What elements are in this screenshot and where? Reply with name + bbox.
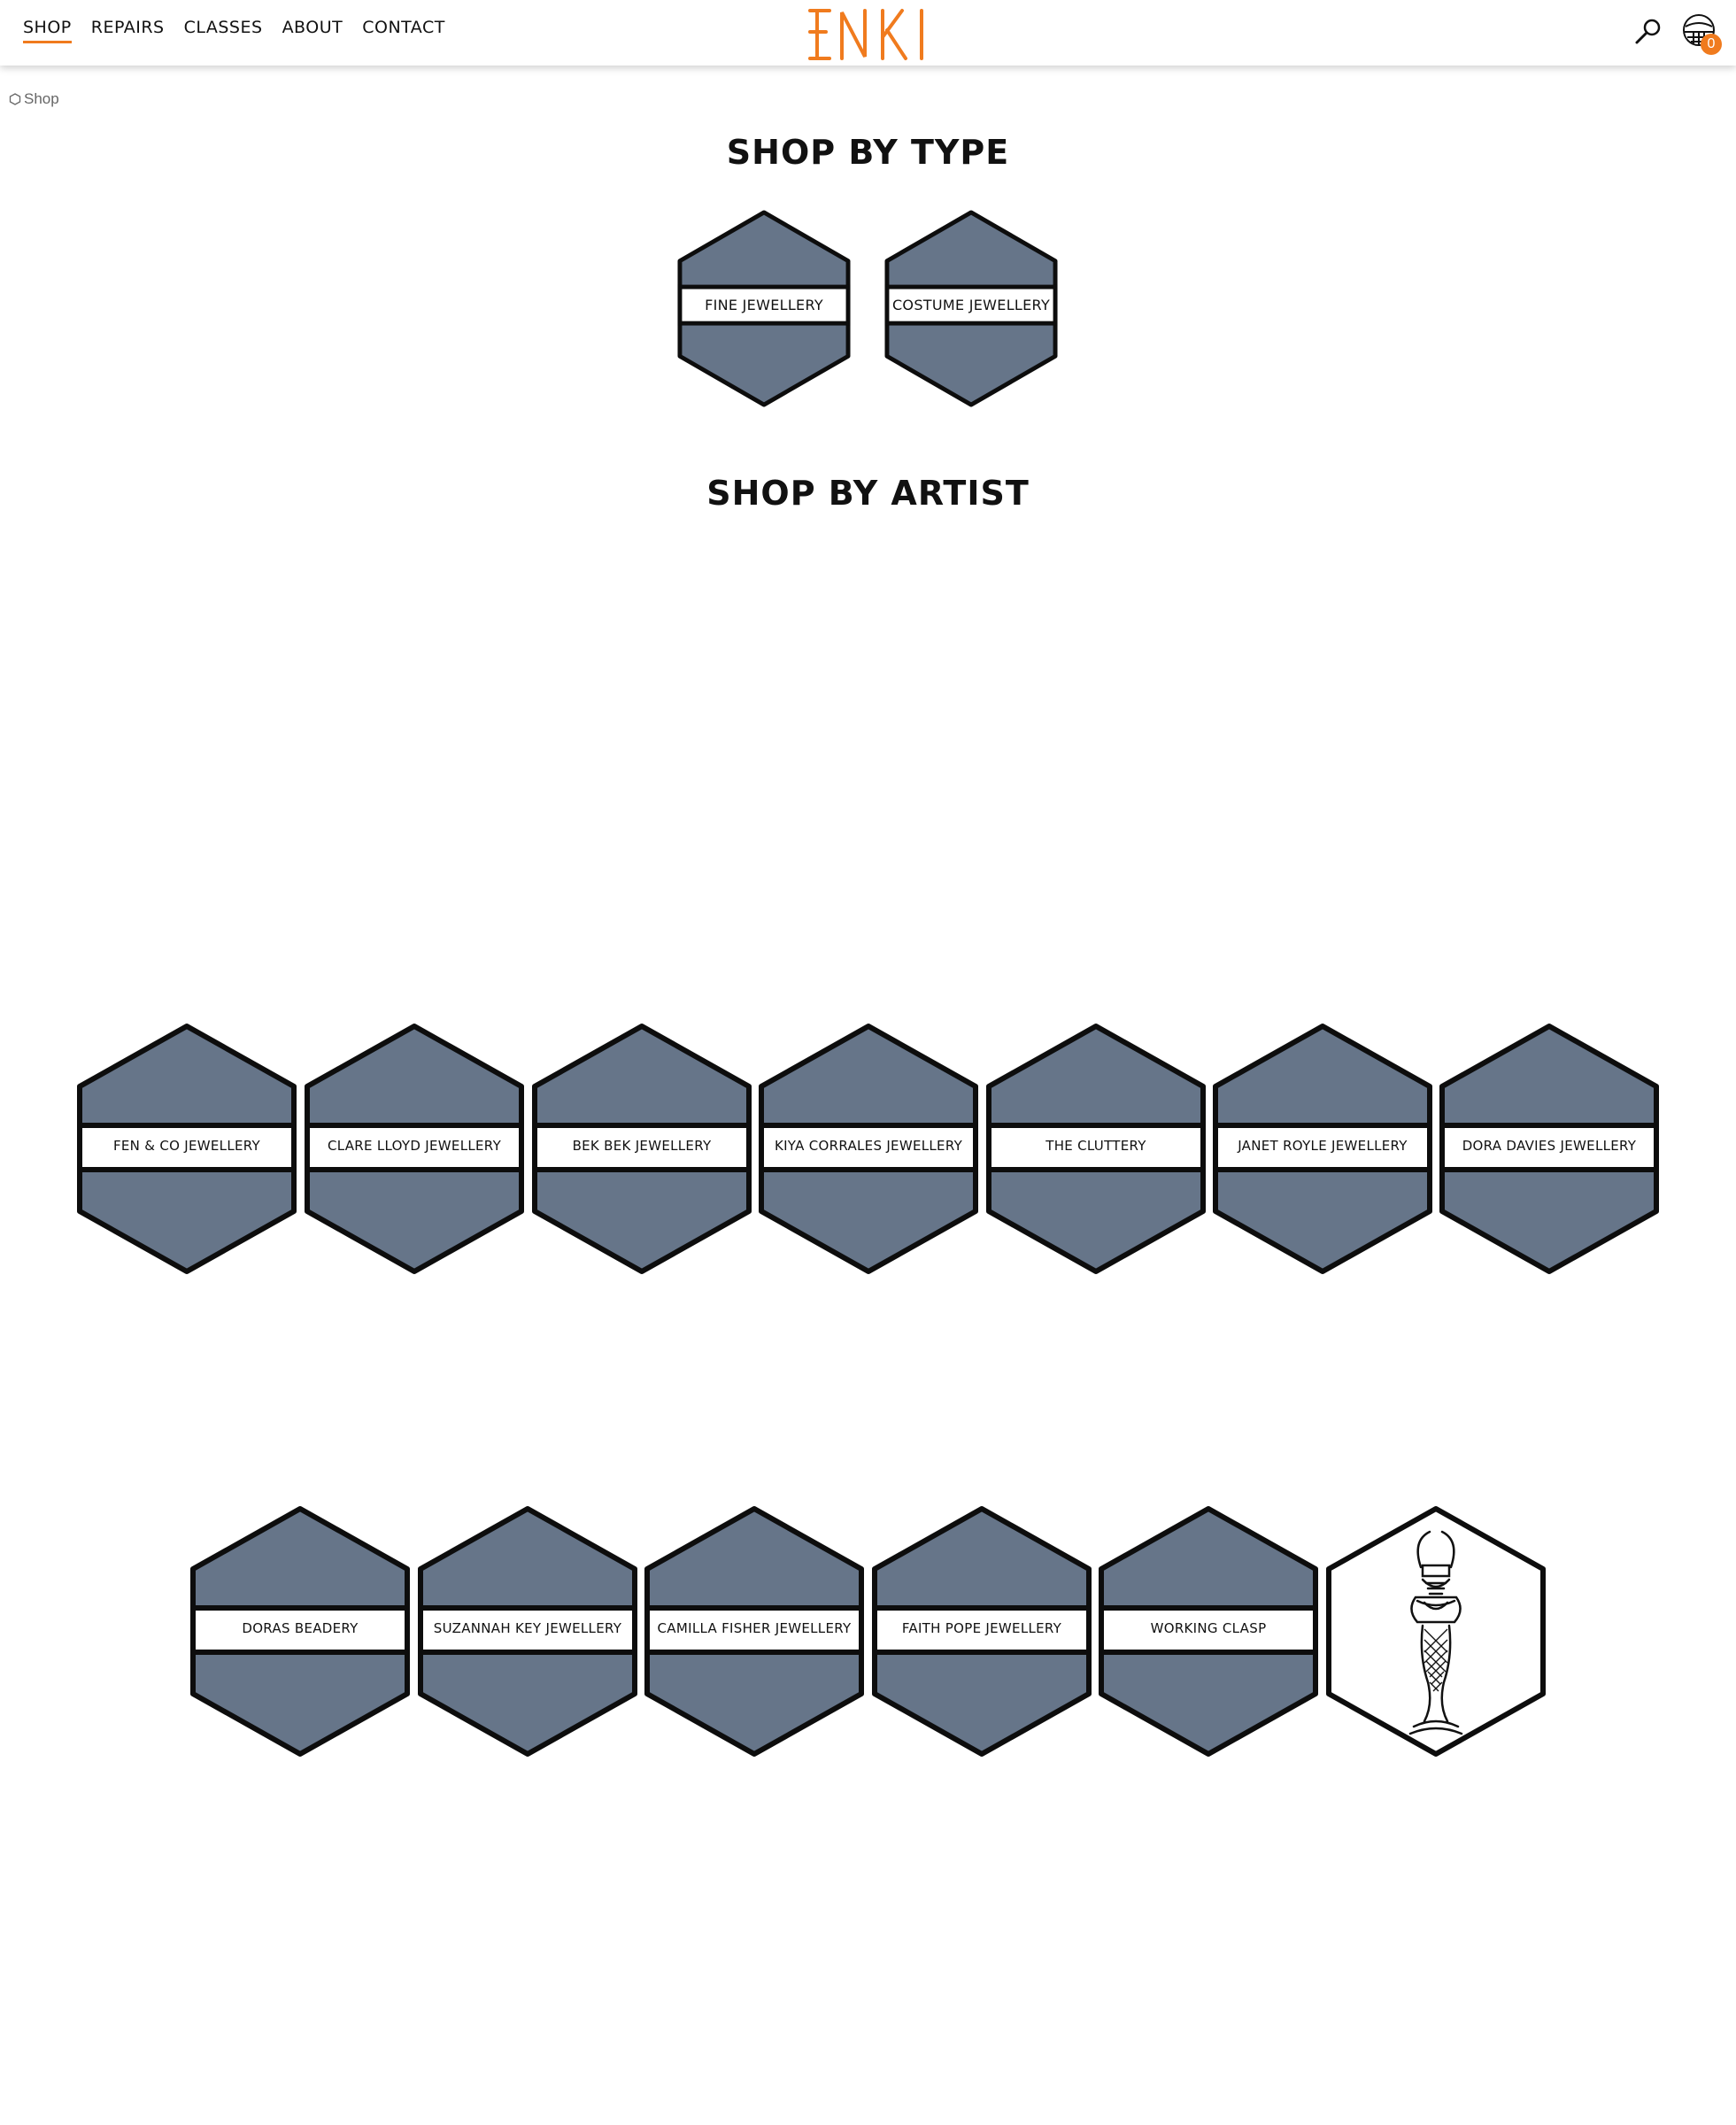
hexagon-tile-shape	[986, 1024, 1206, 1274]
artist-tile-label: CLARE LLOYD JEWELLERY	[327, 1138, 502, 1154]
nav-repairs[interactable]: REPAIRS	[90, 18, 165, 37]
hexagon-tile-shape	[884, 210, 1058, 407]
hexagon-tile-shape	[305, 1024, 524, 1274]
mascot-tile	[1325, 1505, 1547, 1758]
artist-tile-label: KIYA CORRALES JEWELLERY	[774, 1138, 963, 1154]
artist-tile-label: WORKING CLASP	[1150, 1620, 1267, 1636]
artist-tile[interactable]: FAITH POPE JEWELLERY	[871, 1505, 1092, 1758]
hexagon-tile-shape	[677, 210, 851, 407]
artist-tile[interactable]: SUZANNAH KEY JEWELLERY	[417, 1505, 638, 1758]
hexagon-tile-shape	[644, 1506, 864, 1757]
cart-count-badge: 0	[1701, 34, 1722, 55]
shop-by-type-title: SHOP BY TYPE	[726, 133, 1010, 172]
artist-tile[interactable]: KIYA CORRALES JEWELLERY	[758, 1023, 979, 1275]
search-button[interactable]	[1632, 16, 1664, 48]
hexagon-tile-shape	[1099, 1506, 1318, 1757]
hexagon-tile-shape	[77, 1024, 297, 1274]
site-header: SHOP REPAIRS CLASSES ABOUT CONTACT	[0, 0, 1736, 66]
bull-headed-mermaid-icon	[1326, 1506, 1546, 1757]
breadcrumb-shop[interactable]: Shop	[24, 90, 59, 107]
enki-logo-icon	[808, 9, 923, 60]
artist-tile[interactable]: DORA DAVIES JEWELLERY	[1439, 1023, 1660, 1275]
type-tile-fine-jewellery[interactable]: FINE JEWELLERY	[676, 209, 852, 408]
type-tile-label: FINE JEWELLERY	[705, 297, 823, 313]
artist-tile-label: JANET ROYLE JEWELLERY	[1238, 1138, 1408, 1154]
enki-logo[interactable]	[801, 5, 934, 62]
main-nav: SHOP REPAIRS CLASSES ABOUT CONTACT	[23, 18, 445, 43]
hexagon-tile-shape	[1213, 1024, 1432, 1274]
hexagon-tile-shape	[872, 1506, 1092, 1757]
hexagon-tile-shape	[532, 1024, 752, 1274]
artist-tile[interactable]: DORAS BEADERY	[189, 1505, 411, 1758]
artist-tile-label: FAITH POPE JEWELLERY	[901, 1620, 1062, 1636]
artist-tile[interactable]: WORKING CLASP	[1098, 1505, 1319, 1758]
artist-tile[interactable]: JANET ROYLE JEWELLERY	[1212, 1023, 1433, 1275]
hexagon-tile-shape	[1439, 1024, 1659, 1274]
search-icon	[1635, 19, 1661, 44]
artist-tile[interactable]: FEN & CO JEWELLERY	[76, 1023, 297, 1275]
nav-about[interactable]: ABOUT	[282, 18, 343, 37]
hexagon-tile-shape	[759, 1024, 978, 1274]
hexagon-icon	[9, 93, 21, 105]
artist-tile-label: BEK BEK JEWELLERY	[572, 1138, 712, 1154]
artist-tile[interactable]: THE CLUTTERY	[985, 1023, 1207, 1275]
artist-tile-label: FEN & CO JEWELLERY	[112, 1138, 261, 1154]
nav-shop[interactable]: SHOP	[23, 18, 72, 43]
artist-tile-label: SUZANNAH KEY JEWELLERY	[433, 1620, 622, 1636]
hexagon-tile-shape	[418, 1506, 637, 1757]
artist-tile[interactable]: BEK BEK JEWELLERY	[531, 1023, 752, 1275]
type-tile-label: COSTUME JEWELLERY	[891, 297, 1051, 313]
artist-tile-label: THE CLUTTERY	[1045, 1138, 1146, 1154]
nav-classes[interactable]: CLASSES	[183, 18, 263, 37]
artist-tile-label: CAMILLA FISHER JEWELLERY	[657, 1620, 852, 1636]
shop-by-artist-title: SHOP BY ARTIST	[706, 474, 1030, 513]
hexagon-tile-shape	[190, 1506, 410, 1757]
breadcrumb: Shop	[9, 90, 59, 108]
artist-tile-label: DORA DAVIES JEWELLERY	[1462, 1138, 1637, 1154]
artist-tile-label: DORAS BEADERY	[242, 1620, 359, 1636]
nav-contact[interactable]: CONTACT	[362, 18, 445, 37]
artist-tile[interactable]: CAMILLA FISHER JEWELLERY	[644, 1505, 865, 1758]
artist-tile[interactable]: CLARE LLOYD JEWELLERY	[304, 1023, 525, 1275]
type-tile-costume-jewellery[interactable]: COSTUME JEWELLERY	[883, 209, 1059, 408]
